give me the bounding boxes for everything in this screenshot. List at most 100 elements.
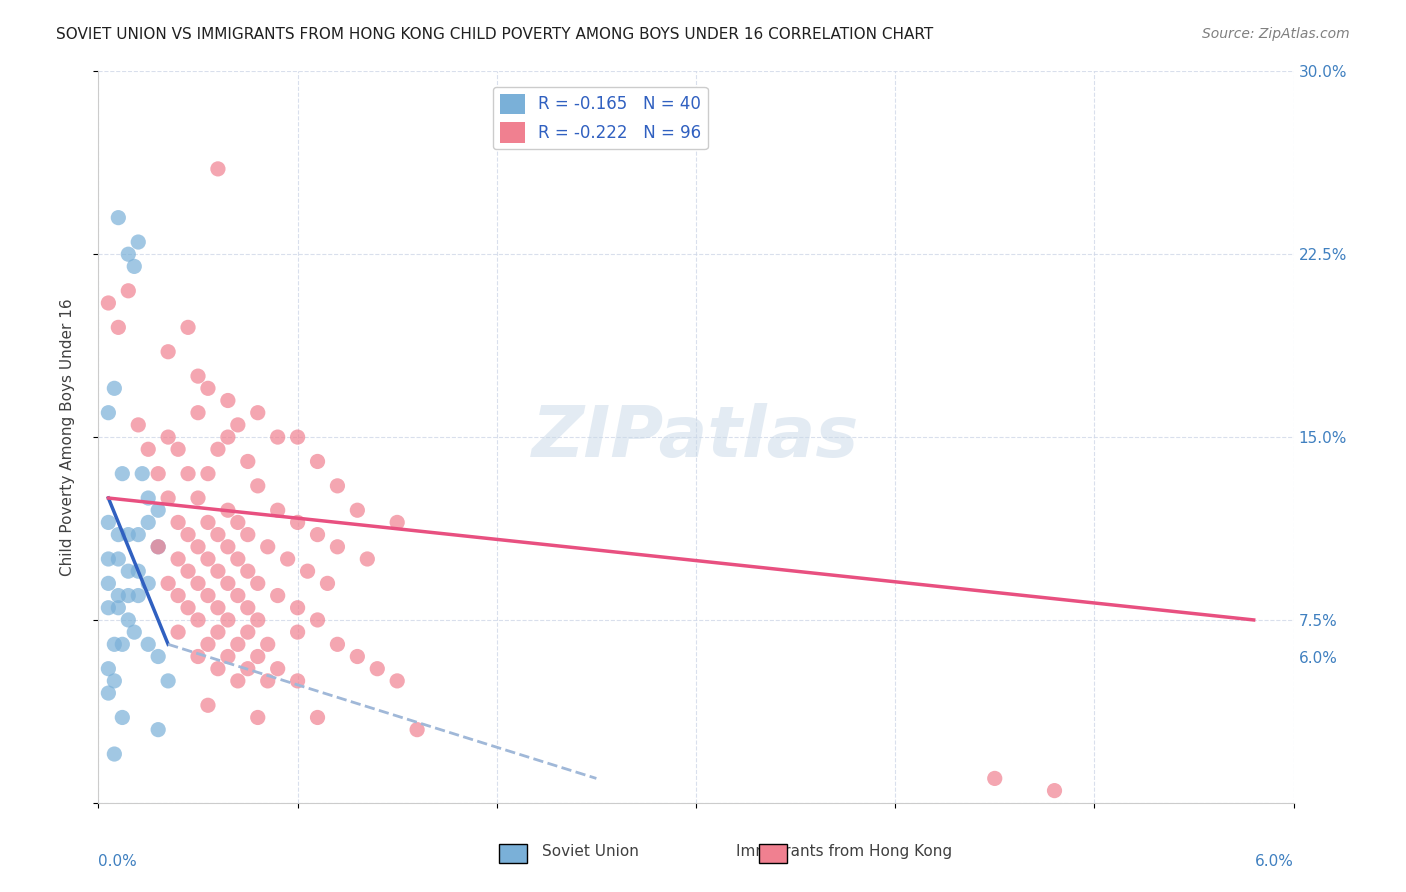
Point <box>177 600 200 615</box>
Point <box>197 589 219 603</box>
Point <box>127 527 149 541</box>
Point <box>326 637 349 651</box>
Point <box>217 503 239 517</box>
Y-axis label: Child Poverty Among Boys Under 16: Child Poverty Among Boys Under 16 <box>60 298 75 576</box>
Point <box>177 467 200 481</box>
Point <box>148 723 170 737</box>
Point <box>127 417 149 432</box>
Point <box>187 406 209 420</box>
Point <box>346 503 368 517</box>
Point <box>107 589 129 603</box>
Point <box>385 516 409 530</box>
Point <box>217 649 239 664</box>
Point <box>136 491 159 505</box>
Legend: R = -0.165   N = 40, R = -0.222   N = 96: R = -0.165 N = 40, R = -0.222 N = 96 <box>494 87 707 149</box>
Point <box>177 564 200 578</box>
Text: Immigrants from Hong Kong: Immigrants from Hong Kong <box>735 845 952 859</box>
Point <box>207 442 229 457</box>
Point <box>236 527 259 541</box>
Point <box>117 284 139 298</box>
Point <box>217 430 239 444</box>
Point <box>167 442 190 457</box>
Point <box>246 406 269 420</box>
Point <box>267 662 290 676</box>
Point <box>406 723 429 737</box>
Text: ZIPatlas: ZIPatlas <box>533 402 859 472</box>
Point <box>197 637 219 651</box>
Point <box>207 600 229 615</box>
Point <box>177 320 200 334</box>
Point <box>107 527 129 541</box>
Point <box>226 417 249 432</box>
Point <box>117 247 139 261</box>
Point <box>226 589 249 603</box>
Point <box>297 564 319 578</box>
Text: Soviet Union: Soviet Union <box>543 845 638 859</box>
Point <box>187 576 209 591</box>
Point <box>217 613 239 627</box>
Point <box>187 540 209 554</box>
Point <box>103 381 125 395</box>
Text: Source: ZipAtlas.com: Source: ZipAtlas.com <box>1202 27 1350 41</box>
Point <box>111 637 134 651</box>
Point <box>326 479 349 493</box>
Point <box>167 625 190 640</box>
Point <box>246 613 269 627</box>
Point <box>236 600 259 615</box>
Point <box>167 552 190 566</box>
Point <box>236 454 259 468</box>
Point <box>148 467 170 481</box>
Point <box>148 649 170 664</box>
Point <box>267 503 290 517</box>
Point <box>246 479 269 493</box>
Point <box>127 564 149 578</box>
Point <box>307 454 329 468</box>
Point <box>107 211 129 225</box>
Point <box>207 161 229 176</box>
Point <box>197 467 219 481</box>
Point <box>246 576 269 591</box>
Point <box>326 540 349 554</box>
Point <box>267 589 290 603</box>
Point <box>307 710 329 724</box>
Point <box>136 516 159 530</box>
Point <box>207 625 229 640</box>
Point <box>124 260 146 274</box>
Point <box>124 625 146 640</box>
Point <box>136 576 159 591</box>
Point <box>103 747 125 761</box>
Point <box>111 710 134 724</box>
Point <box>197 698 219 713</box>
Point <box>287 625 309 640</box>
Point <box>217 540 239 554</box>
Point <box>984 772 1007 786</box>
Point <box>307 527 329 541</box>
Point <box>246 710 269 724</box>
Point <box>127 235 149 249</box>
Point <box>97 600 120 615</box>
Point <box>148 540 170 554</box>
Point <box>277 552 299 566</box>
Point <box>226 552 249 566</box>
Point <box>136 442 159 457</box>
Point <box>217 576 239 591</box>
Point <box>103 673 125 688</box>
Point <box>157 344 180 359</box>
Point <box>187 491 209 505</box>
Point <box>107 320 129 334</box>
Point <box>366 662 388 676</box>
Point <box>287 600 309 615</box>
Text: 6.0%: 6.0% <box>1254 854 1294 869</box>
Point <box>287 516 309 530</box>
Point <box>207 564 229 578</box>
Text: 0.0%: 0.0% <box>98 854 138 869</box>
Text: SOVIET UNION VS IMMIGRANTS FROM HONG KONG CHILD POVERTY AMONG BOYS UNDER 16 CORR: SOVIET UNION VS IMMIGRANTS FROM HONG KON… <box>56 27 934 42</box>
Point <box>107 600 129 615</box>
Point <box>157 430 180 444</box>
Point <box>217 393 239 408</box>
Point <box>267 430 290 444</box>
Point <box>117 613 139 627</box>
Point <box>287 673 309 688</box>
Point <box>127 589 149 603</box>
Point <box>117 564 139 578</box>
